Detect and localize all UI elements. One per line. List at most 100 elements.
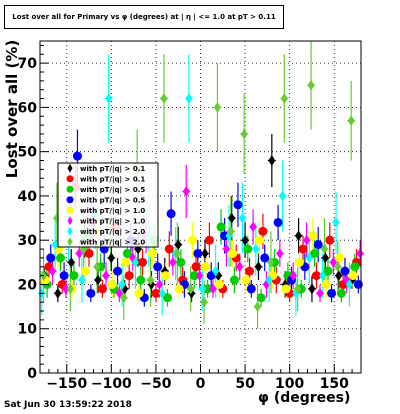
data-point [220, 231, 230, 241]
y-tick-label: 0 [27, 366, 37, 382]
data-point [280, 93, 288, 105]
x-tick-label: 100 [275, 376, 304, 392]
data-point [308, 231, 318, 241]
data-point [273, 217, 283, 227]
data-point [241, 275, 251, 285]
data-point [240, 128, 248, 140]
y-tick-label: 60 [18, 100, 38, 116]
data-point [69, 271, 79, 281]
data-point [316, 287, 324, 299]
data-point [281, 284, 291, 294]
data-point [228, 248, 238, 258]
data-point [191, 262, 201, 272]
data-point [254, 301, 262, 313]
data-point [267, 256, 275, 268]
data-point [46, 253, 56, 263]
legend-marker [67, 237, 73, 247]
data-point [327, 288, 337, 298]
data-point [305, 252, 313, 264]
data-point [201, 247, 209, 259]
y-tick-label: 70 [18, 56, 38, 72]
data-point [243, 244, 253, 254]
y-tick-label: 10 [18, 322, 38, 338]
data-point [107, 252, 115, 264]
data-point [279, 190, 287, 202]
data-point [72, 151, 82, 161]
data-point [107, 279, 117, 289]
data-point [80, 266, 90, 276]
data-point [289, 270, 297, 282]
data-point [84, 248, 94, 258]
data-point [105, 93, 113, 105]
data-point [311, 271, 321, 281]
data-point [75, 247, 83, 259]
data-point [147, 248, 157, 258]
data-point [102, 270, 110, 282]
data-point [151, 288, 161, 298]
data-point [249, 221, 257, 233]
data-point [228, 212, 236, 224]
data-point [173, 247, 181, 259]
legend-marker [67, 216, 73, 226]
data-point [310, 248, 320, 258]
data-point [252, 243, 260, 255]
data-point [59, 271, 69, 281]
data-point [120, 292, 128, 304]
x-tick-label: 0 [196, 376, 206, 392]
legend-entry-label: with pT/|q| > 2.0 [80, 238, 145, 247]
data-point [334, 261, 342, 273]
data-point [206, 271, 216, 281]
data-point [336, 288, 346, 298]
data-point [204, 235, 214, 245]
x-tick-label: 150 [320, 376, 349, 392]
data-point [198, 283, 206, 295]
data-point [245, 266, 255, 276]
y-axis-title: Lost over all (%) [3, 39, 21, 179]
data-point [268, 155, 276, 167]
data-point [313, 240, 323, 250]
data-point [187, 235, 197, 245]
data-point [258, 226, 268, 236]
y-tick-label: 20 [18, 277, 38, 293]
y-tick-label: 50 [18, 145, 38, 161]
datestamp: Sat Jun 30 13:59:22 2018 [4, 400, 132, 410]
data-point [196, 270, 204, 282]
data-point [307, 79, 315, 91]
data-point [345, 278, 353, 290]
data-point [161, 271, 171, 281]
data-point [320, 243, 328, 255]
legend-entry-label: with pT/|q| > 2.0 [80, 228, 145, 237]
data-point [121, 257, 131, 267]
axis-tick-labels: −150 −100 −50 0 50 100 150 0 10 20 30 40 50 60 70 [18, 56, 350, 392]
x-tick-label: −50 [140, 376, 171, 392]
data-point [176, 257, 186, 267]
data-point [321, 252, 329, 264]
data-point [155, 278, 163, 290]
data-point [321, 279, 331, 289]
data-point [189, 271, 199, 281]
data-point [260, 253, 270, 263]
data-point [185, 93, 193, 105]
data-point [294, 257, 304, 267]
data-point [227, 225, 235, 237]
data-point [325, 235, 335, 245]
data-point [78, 274, 86, 286]
data-point [329, 256, 337, 268]
data-point [319, 270, 327, 282]
x-tick-label: −100 [91, 376, 132, 392]
data-point [163, 293, 173, 303]
data-point [187, 283, 195, 295]
data-point [348, 271, 358, 281]
data-point [169, 256, 177, 268]
data-point [56, 253, 66, 263]
grid-lines [40, 41, 361, 373]
data-point [200, 296, 208, 308]
data-point [265, 274, 273, 286]
data-point [182, 186, 190, 198]
data-point [209, 283, 217, 295]
legend-marker [67, 163, 73, 173]
legend-marker [66, 185, 74, 193]
legend-entry-label: with pT/|q| > 1.0 [80, 207, 145, 216]
legend-entry-label: with pT/|q| > 1.0 [80, 217, 145, 226]
data-point [66, 283, 74, 295]
